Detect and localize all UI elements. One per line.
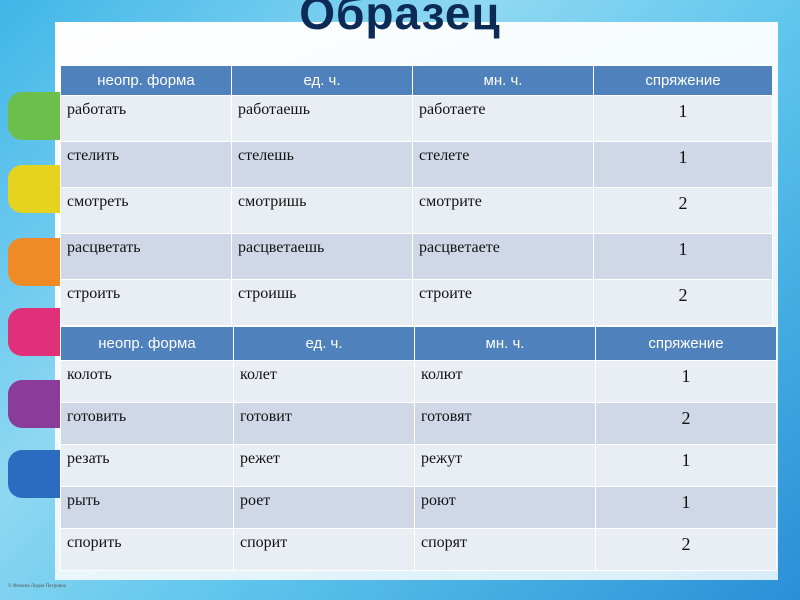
cell: 1 — [593, 233, 773, 280]
cell: строите — [412, 279, 594, 326]
title: Образец — [299, 0, 501, 39]
cell: стелить — [60, 141, 232, 188]
cell: работаешь — [231, 95, 413, 142]
cell: стелете — [412, 141, 594, 188]
header-cell: ед. ч. — [231, 65, 413, 96]
header-cell: неопр. форма — [60, 326, 234, 361]
header-cell: спряжение — [595, 326, 777, 361]
row: колоть колет колют 1 — [60, 360, 777, 403]
cell: готовят — [414, 402, 596, 445]
row: расцветать расцветаешь расцветаете 1 — [60, 233, 773, 280]
cell: смотришь — [231, 187, 413, 234]
cell: 2 — [595, 528, 777, 571]
cell: 2 — [593, 279, 773, 326]
header-cell: мн. ч. — [412, 65, 594, 96]
cell: режут — [414, 444, 596, 487]
cell: 1 — [595, 444, 777, 487]
cell: 1 — [595, 360, 777, 403]
table: неопр. форма ед. ч. мн. ч. спряжение колоть к… — [60, 326, 777, 571]
cell: рыть — [60, 486, 234, 529]
cell: смотрите — [412, 187, 594, 234]
cell: готовить — [60, 402, 234, 445]
cell: резать — [60, 444, 234, 487]
cell: строить — [60, 279, 232, 326]
cell: роют — [414, 486, 596, 529]
cell: колют — [414, 360, 596, 403]
row: строить строишь строите 2 — [60, 279, 773, 326]
cell: режет — [233, 444, 415, 487]
cell: колоть — [60, 360, 234, 403]
cell: стелешь — [231, 141, 413, 188]
row: готовить готовит готовят 2 — [60, 402, 777, 445]
cell: работать — [60, 95, 232, 142]
row: смотреть смотришь смотрите 2 — [60, 187, 773, 234]
tab — [8, 238, 66, 286]
footer: © Фокина Лидия Петровна — [8, 584, 66, 589]
header-cell: спряжение — [593, 65, 773, 96]
cell: расцветаете — [412, 233, 594, 280]
cell: расцветать — [60, 233, 232, 280]
cell: 2 — [595, 402, 777, 445]
tab — [8, 165, 66, 213]
cell: спорит — [233, 528, 415, 571]
cell: готовит — [233, 402, 415, 445]
row: стелить стелешь стелете 1 — [60, 141, 773, 188]
tab — [8, 308, 66, 356]
cell: 1 — [595, 486, 777, 529]
cell: роет — [233, 486, 415, 529]
cell: колет — [233, 360, 415, 403]
row: рыть роет роют 1 — [60, 486, 777, 529]
header-cell: неопр. форма — [60, 65, 232, 96]
table: неопр. форма ед. ч. мн. ч. спряжение работат… — [60, 65, 773, 326]
tab — [8, 92, 66, 140]
cell: спорить — [60, 528, 234, 571]
row: резать режет режут 1 — [60, 444, 777, 487]
cell: 2 — [593, 187, 773, 234]
tab — [8, 450, 66, 498]
row: спорить спорит спорят 2 — [60, 528, 777, 571]
cell: 1 — [593, 95, 773, 142]
cell: 1 — [593, 141, 773, 188]
cell: расцветаешь — [231, 233, 413, 280]
row: работать работаешь работаете 1 — [60, 95, 773, 142]
cell: смотреть — [60, 187, 232, 234]
header-row: неопр. форма ед. ч. мн. ч. спряжение — [60, 65, 773, 96]
header-cell: мн. ч. — [414, 326, 596, 361]
cell: строишь — [231, 279, 413, 326]
cell: спорят — [414, 528, 596, 571]
header-row: неопр. форма ед. ч. мн. ч. спряжение — [60, 326, 777, 361]
header-cell: ед. ч. — [233, 326, 415, 361]
cell: работаете — [412, 95, 594, 142]
tab — [8, 380, 66, 428]
